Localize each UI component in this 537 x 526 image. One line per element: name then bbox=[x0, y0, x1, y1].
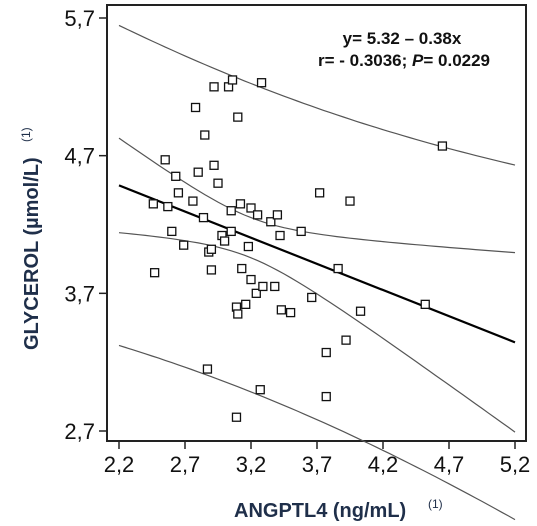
data-point bbox=[231, 412, 242, 422]
x-axis-superscript: (1) bbox=[428, 497, 443, 511]
data-point bbox=[193, 167, 203, 177]
x-tick-label: 5,2 bbox=[500, 452, 531, 477]
lower-prediction-band bbox=[118, 344, 516, 521]
y-tick-label: 2,7 bbox=[64, 419, 95, 444]
data-point bbox=[276, 305, 287, 315]
data-point bbox=[206, 244, 217, 254]
data-point bbox=[251, 288, 261, 298]
data-point bbox=[258, 281, 268, 292]
data-point bbox=[233, 112, 243, 122]
data-point bbox=[179, 240, 189, 250]
data-point bbox=[341, 335, 351, 345]
data-point bbox=[200, 130, 210, 140]
data-point bbox=[163, 201, 173, 212]
data-point bbox=[355, 306, 366, 316]
data-point bbox=[233, 309, 243, 319]
data-point bbox=[213, 178, 223, 188]
data-point bbox=[171, 171, 181, 181]
data-point bbox=[255, 385, 265, 395]
data-point bbox=[227, 75, 238, 85]
data-point bbox=[241, 299, 251, 309]
y-tick-label: 4,7 bbox=[64, 144, 95, 169]
data-point bbox=[246, 203, 256, 213]
p-symbol: P bbox=[412, 51, 424, 70]
data-point bbox=[270, 281, 280, 292]
y-axis-title: GLYCEROL (µmol/L) bbox=[21, 157, 43, 350]
data-point bbox=[243, 241, 254, 252]
regression-equation: y= 5.32 – 0.38x bbox=[343, 29, 462, 48]
p-value: = 0.0229 bbox=[423, 51, 490, 70]
data-point bbox=[272, 210, 283, 220]
x-tick-label: 2,2 bbox=[104, 452, 135, 477]
data-point bbox=[307, 292, 317, 303]
data-point bbox=[226, 206, 236, 216]
data-point bbox=[285, 307, 296, 318]
data-point bbox=[202, 364, 213, 374]
plot-frame bbox=[106, 4, 527, 442]
data-point bbox=[219, 236, 230, 246]
correlation-prefix: r= - 0.3036; bbox=[318, 51, 412, 70]
data-point bbox=[206, 265, 217, 275]
data-point bbox=[173, 188, 184, 198]
axis-ticks bbox=[99, 17, 516, 449]
data-point bbox=[437, 141, 448, 151]
data-point bbox=[148, 199, 158, 209]
data-point bbox=[235, 199, 246, 209]
data-point bbox=[209, 82, 219, 92]
data-point bbox=[296, 226, 306, 237]
data-points bbox=[148, 75, 448, 422]
x-tick-label: 3,2 bbox=[236, 452, 267, 477]
data-point bbox=[209, 160, 219, 170]
data-point bbox=[226, 226, 236, 237]
data-point bbox=[321, 347, 331, 358]
data-point bbox=[252, 210, 263, 220]
y-tick-label: 5,7 bbox=[64, 6, 95, 31]
data-point bbox=[333, 263, 343, 274]
data-point bbox=[321, 391, 331, 402]
upper-prediction-band bbox=[118, 24, 516, 166]
x-tick-label: 4,7 bbox=[434, 452, 465, 477]
data-point bbox=[188, 196, 198, 206]
regression-line bbox=[118, 184, 516, 344]
data-point bbox=[167, 226, 177, 237]
data-point bbox=[198, 212, 209, 223]
data-point bbox=[256, 78, 267, 88]
data-point bbox=[190, 102, 201, 113]
x-tick-label: 2,7 bbox=[170, 452, 201, 477]
data-point bbox=[246, 274, 256, 285]
x-tick-label: 4,2 bbox=[368, 452, 399, 477]
data-point bbox=[237, 263, 247, 274]
data-point bbox=[345, 196, 355, 206]
correlation-text: r= - 0.3036; P= 0.0229 bbox=[318, 51, 490, 70]
y-axis-superscript: (1) bbox=[19, 127, 33, 142]
data-point bbox=[314, 188, 325, 198]
data-point bbox=[275, 230, 285, 241]
data-point bbox=[266, 217, 276, 227]
tick-labels: 2,2 2,7 3,2 3,7 4,2 4,7 5,2 2,7 3,7 4,7 5,7 bbox=[64, 6, 530, 477]
x-tick-label: 3,7 bbox=[302, 452, 333, 477]
data-point bbox=[420, 299, 430, 309]
data-point bbox=[160, 155, 170, 165]
x-axis-title: ANGPTL4 (ng/mL) bbox=[234, 500, 406, 522]
confidence-bands bbox=[118, 24, 516, 521]
data-point bbox=[149, 268, 160, 278]
y-tick-label: 3,7 bbox=[64, 281, 95, 306]
upper-confidence-band bbox=[118, 137, 516, 254]
